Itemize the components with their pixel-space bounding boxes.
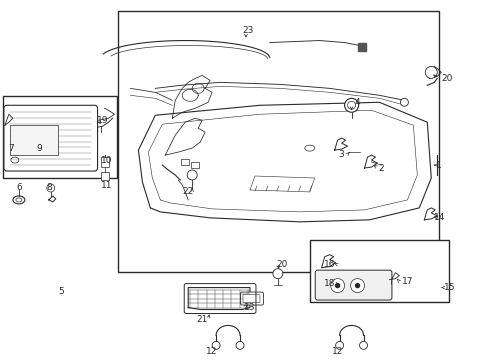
Circle shape (212, 341, 220, 349)
Bar (181, 159, 189, 165)
Circle shape (47, 184, 55, 192)
Circle shape (359, 341, 367, 349)
Text: 17: 17 (401, 277, 412, 286)
Text: 14: 14 (433, 213, 444, 222)
Text: 23: 23 (242, 26, 253, 35)
Text: 16: 16 (323, 260, 335, 269)
Circle shape (236, 341, 244, 349)
Circle shape (187, 170, 197, 180)
Text: 15: 15 (443, 283, 454, 292)
Text: 8: 8 (46, 184, 52, 193)
Bar (118, 11, 438, 272)
Circle shape (400, 98, 407, 106)
Text: 18: 18 (323, 279, 335, 288)
Text: 12: 12 (331, 347, 343, 356)
Text: 5: 5 (58, 287, 63, 296)
Text: 22: 22 (182, 188, 193, 197)
Text: 19: 19 (97, 116, 108, 125)
Text: 3: 3 (338, 150, 344, 159)
Bar (10, 125, 58, 155)
Circle shape (355, 284, 359, 288)
Bar (3, 96, 117, 178)
FancyBboxPatch shape (240, 292, 263, 305)
Text: 9: 9 (36, 144, 41, 153)
Bar (191, 162, 199, 168)
FancyBboxPatch shape (315, 270, 391, 300)
Text: 10: 10 (101, 156, 112, 165)
Text: 7: 7 (8, 144, 14, 153)
Circle shape (335, 284, 339, 288)
Circle shape (272, 269, 282, 279)
Text: 21: 21 (196, 315, 207, 324)
Ellipse shape (11, 157, 19, 163)
Circle shape (344, 98, 358, 112)
Text: 4: 4 (354, 98, 360, 107)
Text: 20: 20 (441, 74, 452, 83)
Text: 13: 13 (244, 303, 255, 312)
Bar (101, 172, 108, 180)
Text: 6: 6 (16, 184, 21, 193)
Bar (309, 240, 448, 302)
Ellipse shape (8, 155, 22, 165)
Text: 20: 20 (276, 260, 287, 269)
Text: 12: 12 (206, 347, 217, 356)
Bar (357, 42, 365, 50)
FancyBboxPatch shape (4, 105, 98, 171)
Ellipse shape (16, 198, 22, 202)
Bar (101, 157, 108, 167)
Circle shape (347, 101, 355, 109)
Circle shape (350, 279, 364, 293)
FancyBboxPatch shape (243, 294, 260, 302)
Ellipse shape (13, 196, 25, 204)
Text: 11: 11 (101, 181, 112, 190)
Text: 1: 1 (435, 161, 441, 170)
Ellipse shape (304, 145, 314, 151)
Circle shape (330, 279, 344, 293)
Circle shape (335, 341, 343, 349)
Text: 2: 2 (378, 163, 384, 172)
Circle shape (425, 67, 436, 78)
